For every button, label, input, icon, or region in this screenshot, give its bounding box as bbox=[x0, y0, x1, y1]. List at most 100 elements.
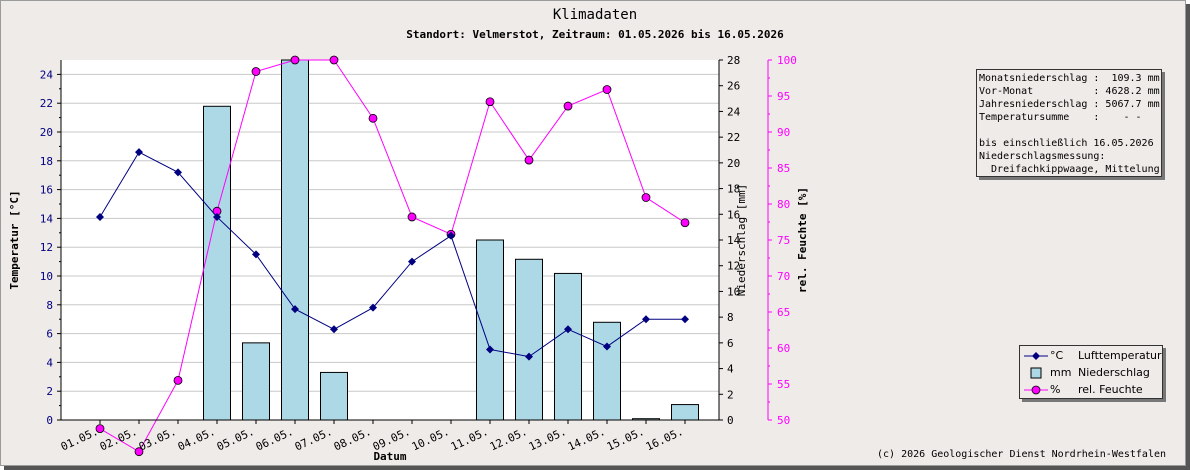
frame-shadow bbox=[1186, 4, 1190, 470]
info-measurement-method: Dreifachkippwaage, Mittelung bbox=[979, 164, 1160, 175]
humidity-tick-label: 95 bbox=[777, 90, 790, 103]
precipitation-tick-label: 24 bbox=[727, 105, 741, 118]
precipitation-tick-label: 6 bbox=[727, 337, 734, 350]
humidity-tick-label: 85 bbox=[777, 162, 790, 175]
x-tick-label: 01.05. bbox=[59, 425, 101, 454]
legend-symbol-humidity bbox=[1024, 385, 1048, 395]
precipitation-bar bbox=[476, 239, 504, 421]
humidity-point bbox=[407, 212, 417, 222]
humidity-tick-label: 100 bbox=[777, 54, 797, 67]
humidity-tick-label: 50 bbox=[777, 414, 790, 427]
precipitation-tick-label: 26 bbox=[727, 80, 740, 93]
legend-item-temperature: °C Lufttemperatur bbox=[1020, 348, 1164, 364]
temperature-tick-label: 14 bbox=[40, 212, 54, 225]
temperature-tick-label: 0 bbox=[46, 414, 53, 427]
chart-subtitle: Standort: Velmerstot, Zeitraum: 01.05.20… bbox=[406, 28, 784, 41]
x-tick-label: 05.05. bbox=[215, 425, 257, 454]
temperature-point bbox=[291, 305, 299, 314]
legend-unit: °C bbox=[1050, 349, 1064, 362]
humidity-tick-label: 75 bbox=[777, 234, 790, 247]
humidity-point bbox=[95, 424, 105, 434]
info-previous-month: Vor-Monat : 4628.2 mm bbox=[979, 86, 1160, 97]
legend-item-precipitation: mm Niederschlag bbox=[1020, 365, 1164, 381]
x-tick-label: 03.05. bbox=[137, 425, 179, 454]
copyright-note: (c) 2026 Geologischer Dienst Nordrhein-W… bbox=[877, 449, 1166, 460]
temperature-tick-label: 16 bbox=[40, 184, 53, 197]
humidity-line bbox=[99, 59, 686, 453]
temperature-point bbox=[408, 257, 416, 266]
humidity-tick-label: 65 bbox=[777, 306, 790, 319]
temperature-tick-label: 24 bbox=[40, 68, 54, 81]
precipitation-bar bbox=[515, 258, 543, 421]
temperature-point bbox=[603, 342, 611, 351]
precipitation-bar bbox=[593, 321, 621, 421]
temperature-point bbox=[447, 231, 455, 240]
temperature-axis-label: Temperatur [°C] bbox=[8, 190, 21, 289]
humidity-point bbox=[368, 113, 378, 123]
humidity-axis-label: rel. Feuchte [%] bbox=[796, 187, 809, 293]
temperature-point bbox=[564, 325, 572, 334]
precipitation-bar bbox=[554, 272, 582, 421]
humidity-point bbox=[641, 193, 651, 202]
x-tick-label: 15.05. bbox=[605, 425, 647, 454]
temperature-point bbox=[135, 148, 143, 157]
temperature-point bbox=[369, 303, 377, 312]
x-axis-label: Datum bbox=[373, 450, 406, 463]
temperature-point bbox=[330, 325, 338, 334]
humidity-tick-label: 90 bbox=[777, 126, 790, 139]
temperature-point bbox=[213, 212, 221, 221]
grid-lines bbox=[61, 73, 719, 392]
x-tick-label: 06.05. bbox=[254, 425, 296, 454]
temperature-tick-label: 4 bbox=[46, 356, 53, 369]
x-tick-label: 08.05. bbox=[332, 425, 374, 454]
humidity-point bbox=[134, 447, 144, 457]
humidity-tick-label: 80 bbox=[777, 198, 790, 211]
x-tick-label: 16.05. bbox=[644, 425, 686, 454]
legend-label: Niederschlag bbox=[1078, 366, 1150, 379]
x-tick-label: 10.05. bbox=[410, 425, 452, 454]
temperature-point bbox=[642, 315, 650, 324]
precipitation-tick-label: 8 bbox=[727, 311, 734, 324]
humidity-point bbox=[524, 155, 534, 165]
info-box: Monatsniederschlag : 109.3 mm Vor-Monat … bbox=[976, 69, 1162, 177]
precipitation-bar bbox=[242, 342, 270, 421]
precipitation-bars bbox=[203, 59, 699, 421]
precipitation-axis-label: Niederschlag [mm] bbox=[735, 184, 748, 297]
legend-label: rel. Feuchte bbox=[1078, 383, 1143, 396]
precipitation-tick-label: 20 bbox=[727, 157, 740, 170]
temperature-tick-label: 8 bbox=[46, 299, 53, 312]
info-measurement-label: Niederschlagsmessung: bbox=[979, 151, 1106, 162]
legend-symbol-precipitation bbox=[1030, 367, 1042, 379]
legend-symbol-temperature bbox=[1024, 352, 1048, 360]
temperature-tick-label: 12 bbox=[40, 241, 53, 254]
frame-shadow bbox=[4, 466, 1190, 470]
temperature-tick-label: 10 bbox=[40, 270, 53, 283]
temperature-point bbox=[252, 250, 260, 259]
legend-unit: % bbox=[1050, 383, 1061, 396]
precipitation-bar bbox=[320, 371, 348, 421]
chart-title: Klimadaten bbox=[553, 7, 637, 23]
x-tick-label: 04.05. bbox=[176, 425, 218, 454]
precipitation-tick-label: 0 bbox=[727, 414, 734, 427]
precipitation-tick-label: 12 bbox=[727, 260, 740, 273]
humidity-tick-label: 60 bbox=[777, 342, 790, 355]
precipitation-tick-label: 10 bbox=[727, 285, 740, 298]
x-tick-label: 07.05. bbox=[293, 425, 335, 454]
humidity-point bbox=[563, 101, 573, 111]
humidity-point bbox=[173, 375, 183, 385]
temperature-point bbox=[486, 345, 494, 354]
precipitation-tick-label: 28 bbox=[727, 54, 740, 67]
temperature-tick-label: 6 bbox=[46, 328, 53, 341]
legend-label: Lufttemperatur bbox=[1078, 349, 1162, 362]
temperature-point bbox=[96, 212, 104, 221]
info-temp-sum: Temperatursumme : - - bbox=[979, 112, 1142, 123]
x-tick-label: 11.05. bbox=[449, 425, 491, 454]
humidity-point bbox=[602, 85, 612, 94]
x-tick-label: 12.05. bbox=[488, 425, 530, 454]
precipitation-tick-label: 14 bbox=[727, 234, 741, 247]
legend-item-humidity: % rel. Feuchte bbox=[1020, 382, 1164, 398]
x-tick-label: 14.05. bbox=[566, 425, 608, 454]
info-monthly-precip: Monatsniederschlag : 109.3 mm bbox=[979, 73, 1160, 84]
info-annual-precip: Jahresniederschlag : 5067.7 mm bbox=[979, 99, 1160, 110]
